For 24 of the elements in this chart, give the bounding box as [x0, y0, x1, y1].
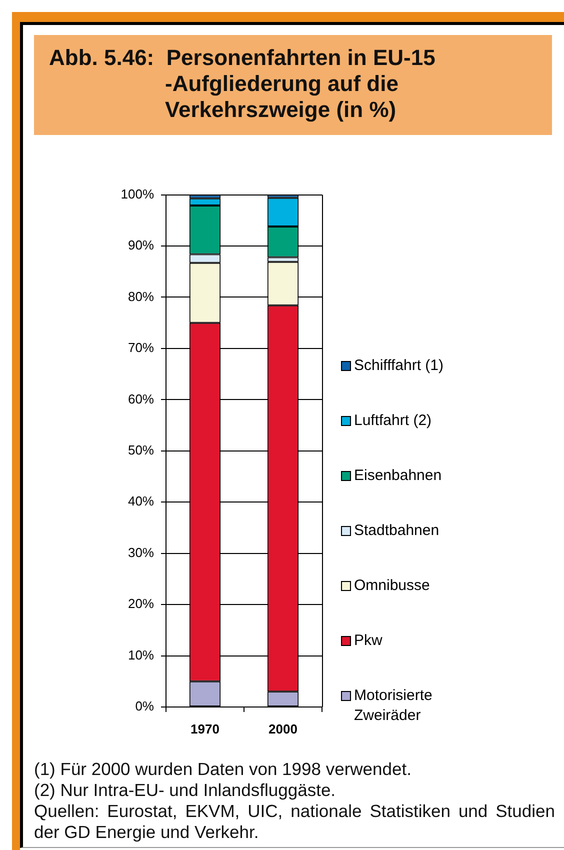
legend-label: Omnibusse — [354, 576, 431, 596]
legend-label: Luftfahrt (2) — [354, 411, 433, 431]
x-tick-label: 2000 — [268, 721, 298, 736]
y-tick-label: 100% — [120, 186, 154, 202]
y-tick-label: 0% — [135, 698, 154, 714]
y-tick-label: 20% — [128, 596, 154, 612]
y-tick-label: 50% — [128, 442, 154, 458]
y-tick-label: 70% — [128, 340, 154, 356]
legend-label: Schifffahrt (1) — [354, 356, 444, 376]
y-tick-label: 80% — [128, 288, 154, 304]
text: (1) Für 2000 wurden Daten von 1998 verwendet. — [34, 759, 412, 780]
y-tick-label: 30% — [128, 544, 154, 560]
legend-label: Stadtbahnen — [354, 521, 440, 541]
x-tick-label: 1970 — [190, 721, 220, 736]
y-tick-label: 40% — [128, 494, 154, 509]
chart-title: Abb. 5.46: Personenfahrten in EU-15 -Aufgliederung auf die Verkehrszweige (in %) — [49, 45, 436, 123]
legend-label: Pkw — [354, 631, 384, 651]
legend-label: Motorisierte Zweiräder — [354, 686, 434, 726]
legend-label: Eisenbahnen — [354, 466, 443, 486]
y-tick-label: 10% — [128, 647, 154, 662]
y-tick-label: 90% — [128, 238, 154, 253]
y-tick-label: 60% — [128, 391, 154, 406]
source-note: Quellen: Eurostat, EKVM, UIC, nationale Statistiken und Studien der GD Energie und Verkehr. — [34, 801, 555, 843]
text: (2) Nur Intra-EU- und Inlandsfluggäste. — [34, 780, 337, 801]
